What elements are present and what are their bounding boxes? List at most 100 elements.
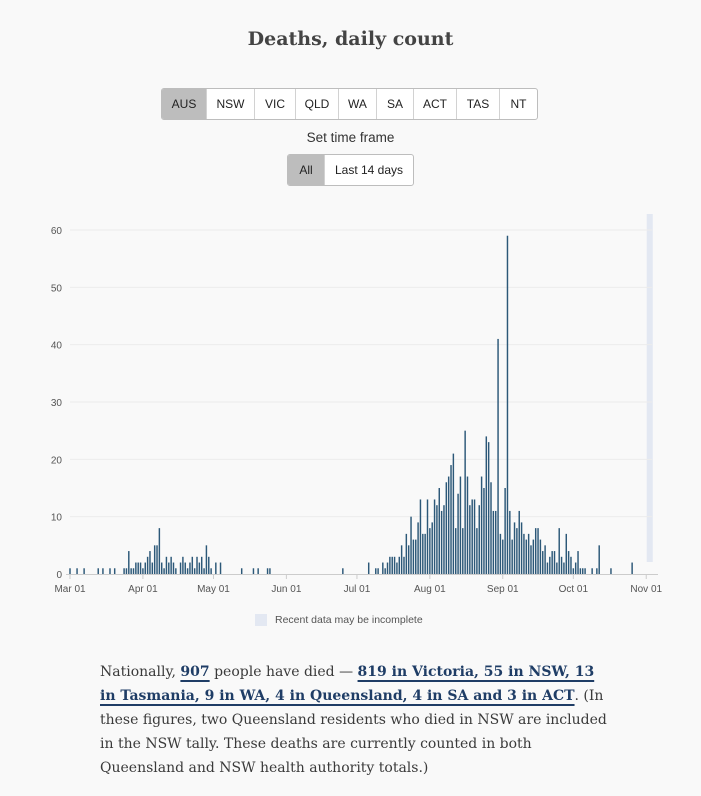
bar: [130, 568, 132, 574]
bar: [375, 568, 377, 574]
bar: [455, 528, 457, 574]
bar: [417, 522, 419, 574]
bar: [563, 562, 565, 574]
chart-legend: Recent data may be incomplete: [255, 614, 423, 626]
bar: [412, 539, 415, 574]
bar: [567, 551, 570, 574]
bar: [191, 556, 194, 574]
bar: [367, 562, 370, 574]
x-tick-label: Nov 01: [630, 584, 662, 595]
bar: [525, 539, 528, 574]
bar: [518, 510, 520, 574]
y-tick-label: 30: [51, 398, 63, 409]
bar: [553, 551, 556, 574]
time-frame-label: Set time frame: [306, 130, 395, 145]
bar: [574, 562, 577, 574]
x-tick-label: Apr 01: [128, 584, 158, 595]
bar: [151, 562, 154, 574]
bar: [146, 556, 149, 574]
bar: [523, 533, 525, 574]
summary-paragraph: Nationally, 907 people have died — 819 i…: [100, 660, 610, 780]
region-button-qld[interactable]: QLD: [296, 89, 339, 119]
time-frame-all-button[interactable]: All: [288, 155, 325, 185]
region-button-act[interactable]: ACT: [414, 89, 457, 119]
total-deaths-link[interactable]: 907: [180, 664, 210, 680]
bar: [610, 568, 612, 574]
bar: [490, 482, 492, 574]
bar: [480, 476, 483, 574]
bar: [596, 568, 598, 574]
bar: [502, 539, 504, 574]
bar: [582, 568, 584, 574]
time-frame-selector: All Last 14 days: [287, 154, 414, 186]
x-tick-label: Mar 01: [54, 584, 86, 595]
bar: [469, 505, 471, 574]
bar: [252, 568, 255, 574]
bar: [137, 562, 139, 574]
bar: [539, 539, 542, 574]
region-button-tas[interactable]: TAS: [457, 89, 500, 119]
y-tick-label: 20: [51, 455, 63, 466]
bar: [445, 482, 448, 574]
summary-tail: . (In these figures, two Queensland resi…: [100, 688, 607, 776]
bar: [462, 528, 464, 574]
bar: [175, 568, 177, 574]
region-button-wa[interactable]: WA: [339, 89, 377, 119]
bar: [447, 476, 450, 574]
bar: [494, 510, 497, 574]
region-button-vic[interactable]: VIC: [255, 89, 296, 119]
time-frame-14-days-button[interactable]: Last 14 days: [334, 163, 404, 177]
bar: [429, 528, 431, 574]
bar: [215, 562, 217, 574]
bar: [471, 499, 473, 574]
incomplete-data-label: Recent data may be incomplete: [275, 614, 423, 626]
y-tick-label: 10: [51, 513, 63, 524]
x-tick-label: Oct 01: [559, 584, 589, 595]
bar: [504, 488, 506, 574]
bar: [393, 556, 396, 574]
bar: [410, 516, 412, 574]
bar: [113, 568, 116, 574]
bar: [534, 528, 537, 574]
bar: [132, 568, 135, 574]
summary-lead: Nationally,: [100, 664, 181, 680]
y-tick-label: 0: [56, 570, 62, 581]
bar: [431, 522, 433, 574]
x-tick-label: Jul 01: [344, 584, 371, 595]
bar: [422, 533, 424, 574]
bar: [203, 568, 205, 574]
bar: [153, 545, 156, 574]
region-button-nt[interactable]: NT: [510, 97, 527, 111]
bar: [598, 545, 600, 574]
bar: [558, 528, 560, 574]
bar: [631, 562, 633, 574]
bar: [591, 568, 593, 574]
bar: [499, 533, 502, 574]
bar: [426, 499, 429, 574]
region-button-nsw[interactable]: NSW: [207, 89, 255, 119]
bar: [384, 568, 386, 574]
y-tick-label: 40: [51, 341, 63, 352]
bar: [570, 556, 572, 574]
deaths-bar-chart: 0 10 20 30 40 50 60 Mar 01 Apr 01 May 01 Jun 01 Jul…: [51, 214, 663, 595]
bar: [205, 545, 208, 574]
bar: [109, 568, 111, 574]
bar: [172, 562, 175, 574]
region-button-sa[interactable]: SA: [377, 89, 414, 119]
bar: [556, 562, 558, 574]
bar: [572, 568, 575, 574]
region-button-aus[interactable]: AUS: [162, 89, 207, 119]
bar: [530, 545, 532, 574]
bar: [128, 551, 130, 574]
bar: [485, 436, 488, 574]
bar: [240, 568, 243, 574]
bar: [269, 568, 271, 574]
bar: [466, 476, 469, 574]
state-breakdown-link[interactable]: 819 in Victoria, 55 in NSW, 13 in Tasman…: [100, 664, 595, 704]
bar: [168, 562, 170, 574]
bar: [464, 430, 466, 574]
bar: [527, 533, 530, 574]
bar: [382, 562, 384, 574]
bar: [149, 551, 151, 574]
bar: [400, 545, 403, 574]
